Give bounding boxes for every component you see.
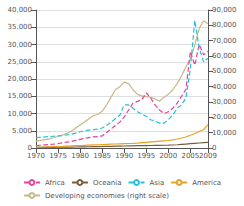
svg-text:10,000: 10,000 (212, 129, 237, 137)
svg-text:1970: 1970 (27, 152, 45, 160)
svg-text:0: 0 (27, 144, 32, 152)
svg-text:40,000: 40,000 (212, 83, 237, 91)
svg-text:20,000: 20,000 (212, 113, 237, 121)
svg-text:20,000: 20,000 (8, 75, 33, 83)
svg-text:25,000: 25,000 (8, 58, 33, 66)
svg-text:5,000: 5,000 (12, 127, 32, 135)
svg-text:2005: 2005 (181, 152, 199, 160)
svg-text:10,000: 10,000 (8, 110, 33, 118)
svg-text:30,000: 30,000 (8, 41, 33, 49)
svg-text:80,000: 80,000 (212, 21, 237, 29)
svg-text:1980: 1980 (71, 152, 89, 160)
svg-text:70,000: 70,000 (212, 37, 237, 45)
svg-text:40,000: 40,000 (8, 6, 33, 14)
svg-text:35,000: 35,000 (8, 23, 33, 31)
svg-text:2000: 2000 (159, 152, 177, 160)
svg-text:50,000: 50,000 (212, 67, 237, 75)
svg-text:1995: 1995 (137, 152, 155, 160)
svg-text:Asia: Asia (150, 179, 165, 187)
svg-text:1990: 1990 (115, 152, 133, 160)
svg-text:1975: 1975 (49, 152, 67, 160)
svg-text:90,000: 90,000 (212, 6, 237, 14)
svg-text:0: 0 (212, 144, 217, 152)
svg-text:60,000: 60,000 (212, 52, 237, 60)
svg-text:America: America (192, 179, 221, 187)
svg-text:1985: 1985 (93, 152, 111, 160)
svg-text:Africa: Africa (45, 179, 65, 187)
svg-text:Developing economies (right sc: Developing economies (right scale) (45, 192, 169, 200)
svg-text:Oceania: Oceania (93, 179, 122, 187)
svg-text:2009: 2009 (199, 152, 217, 160)
svg-text:30,000: 30,000 (212, 98, 237, 106)
svg-text:15,000: 15,000 (8, 92, 33, 100)
